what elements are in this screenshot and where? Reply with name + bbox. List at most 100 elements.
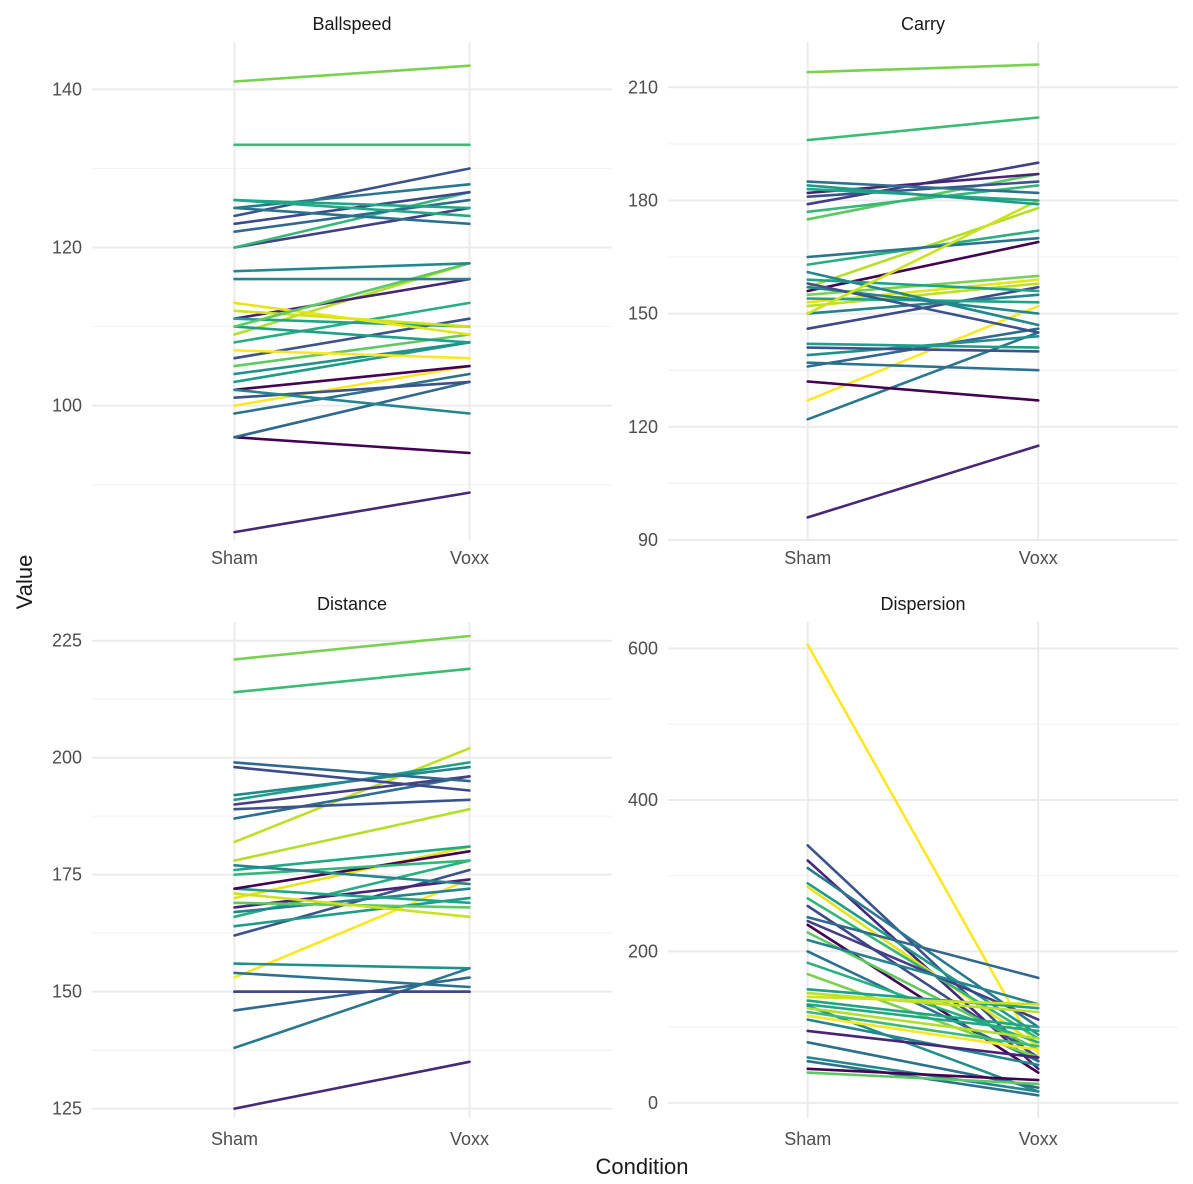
series-line: [806, 938, 1040, 1006]
x-tick-label: Voxx: [1019, 1129, 1058, 1149]
series-line: [806, 270, 1040, 327]
y-tick-label: 210: [628, 77, 658, 97]
series-line: [806, 991, 1040, 1014]
series-line: [806, 380, 1040, 402]
series-line: [233, 206, 471, 249]
series-line: [233, 845, 471, 872]
series-line: [233, 190, 471, 249]
series-line: [806, 236, 1040, 259]
series-line: [233, 341, 471, 384]
y-tick-label: 0: [648, 1093, 658, 1113]
x-axis-title: Condition: [596, 1154, 689, 1179]
panel-title: Ballspeed: [312, 14, 391, 34]
series-line: [806, 180, 1040, 198]
series-line: [806, 1006, 1040, 1040]
series-line: [233, 761, 471, 783]
series-line: [806, 293, 1040, 315]
panel-title: Carry: [901, 14, 945, 34]
series-line: [233, 887, 471, 914]
panel-ballspeed: 100 120 140 Sham Voxx Ballspeed: [52, 14, 612, 568]
series-line: [233, 807, 471, 862]
series-line: [233, 976, 471, 1012]
series-line: [806, 342, 1040, 349]
series-line: [806, 1041, 1040, 1089]
facet-panels: 100 120 140 Sham Voxx Ballspeed 90 120 150 180 210…: [52, 14, 1178, 1149]
series-line: [233, 388, 471, 415]
x-tick-label: Sham: [211, 1129, 258, 1149]
y-tick-label: 140: [52, 79, 82, 99]
series-line: [233, 892, 471, 919]
y-tick-label: 400: [628, 790, 658, 810]
y-tick-label: 120: [52, 238, 82, 258]
series-line: [233, 971, 471, 989]
series-line: [233, 167, 471, 218]
series-line: [233, 896, 471, 928]
series-line: [233, 341, 471, 376]
series-line: [806, 184, 1040, 206]
series-line: [233, 775, 471, 820]
series-line: [806, 116, 1040, 142]
series-line: [806, 1029, 1040, 1059]
series-line: [806, 1003, 1040, 1033]
y-tick-label: 120: [628, 417, 658, 437]
series-line: [233, 435, 471, 455]
series-line: [233, 364, 471, 392]
series-line: [233, 863, 471, 886]
series-line: [806, 282, 1040, 334]
y-tick-label: 180: [628, 190, 658, 210]
series-line: [233, 966, 471, 1050]
series-line: [806, 63, 1040, 74]
series-line: [806, 278, 1040, 293]
series-line: [233, 198, 471, 210]
series-line: [233, 634, 471, 661]
y-tick-label: 200: [628, 941, 658, 961]
series-line: [806, 346, 1040, 353]
x-tick-label: Sham: [784, 548, 831, 568]
y-tick-label: 100: [52, 396, 82, 416]
series-line: [233, 1060, 471, 1110]
series-line: [233, 962, 471, 970]
series-line: [806, 172, 1040, 221]
series-line: [806, 999, 1040, 1029]
series-line: [806, 327, 1040, 368]
y-axis-title: Value: [12, 555, 37, 610]
series-line: [806, 361, 1040, 372]
y-tick-label: 225: [52, 631, 82, 651]
series-line: [233, 859, 471, 877]
series-line: [233, 261, 471, 273]
series-line: [233, 206, 471, 226]
series-line: [806, 995, 1040, 1006]
series-line: [806, 987, 1040, 1010]
series-line: [233, 317, 471, 328]
series-line: [233, 491, 471, 534]
series-line: [806, 199, 1040, 315]
series-line: [233, 380, 471, 439]
series-line: [806, 1071, 1040, 1086]
series-line: [233, 765, 471, 797]
x-tick-label: Sham: [211, 548, 258, 568]
x-tick-label: Voxx: [1019, 548, 1058, 568]
x-tick-label: Voxx: [450, 1129, 489, 1149]
series-line: [233, 845, 471, 900]
series-line: [806, 643, 1040, 1055]
series-line: [233, 765, 471, 792]
series-line: [233, 798, 471, 811]
series-line: [233, 372, 471, 415]
y-tick-label: 150: [52, 982, 82, 1002]
series-line: [233, 667, 471, 694]
series-line: [806, 282, 1040, 308]
y-tick-label: 90: [638, 530, 658, 550]
series-line: [806, 1018, 1040, 1067]
y-tick-label: 600: [628, 639, 658, 659]
y-tick-label: 200: [52, 748, 82, 768]
series-line: [233, 380, 471, 400]
series-line: [806, 885, 1040, 1048]
series-line: [233, 301, 471, 336]
panel-distance: 125 150 175 200 225 Sham Voxx Distance: [52, 594, 612, 1149]
panel-title: Dispersion: [880, 594, 965, 614]
y-tick-label: 175: [52, 865, 82, 885]
x-tick-label: Sham: [784, 1129, 831, 1149]
series-line: [806, 915, 1040, 980]
series-line: [806, 180, 1040, 195]
series-line: [806, 897, 1040, 1040]
